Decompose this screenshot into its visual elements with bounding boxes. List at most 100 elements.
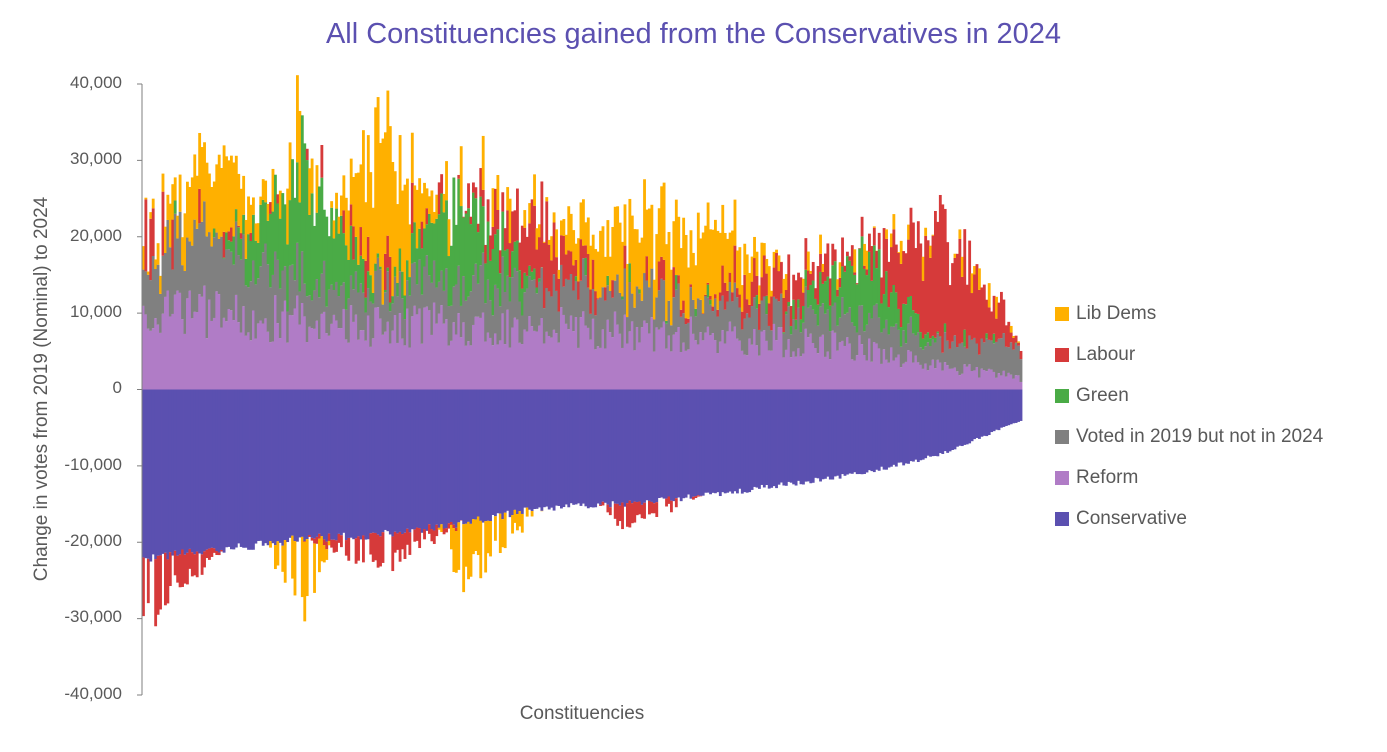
bar-segment (300, 536, 304, 598)
bar-segment (247, 389, 250, 550)
bar-segment (794, 389, 798, 486)
bar-segment (447, 256, 451, 307)
bar-segment (701, 313, 705, 315)
bar-segment (687, 389, 690, 495)
bar-segment (217, 552, 221, 556)
bar-segment (349, 225, 353, 276)
bar-segment (924, 334, 928, 347)
bar-segment (313, 543, 316, 593)
bar-segment (450, 305, 453, 341)
bar-segment (520, 315, 524, 345)
bar-segment (286, 389, 290, 543)
bar-segment (418, 228, 422, 260)
bar-segment (313, 538, 316, 544)
bar-segment (481, 189, 485, 207)
bar-segment (982, 342, 986, 371)
bar-segment (782, 357, 786, 390)
bar-segment (425, 306, 429, 390)
bar-segment (995, 341, 998, 378)
bar-segment (325, 306, 329, 334)
bar-segment (868, 312, 871, 339)
bar-segment (217, 238, 221, 295)
bar-segment (200, 147, 204, 222)
bar-segment (929, 389, 932, 457)
bar-segment (711, 306, 715, 312)
bar-segment (203, 201, 206, 286)
bar-segment (821, 389, 825, 480)
bar-segment (151, 389, 155, 555)
bar-segment (846, 251, 849, 257)
bar-segment (745, 355, 749, 390)
bar-segment (340, 389, 343, 536)
bar-segment (227, 240, 231, 250)
bar-segment (584, 222, 588, 246)
bar-segment (931, 335, 935, 340)
bar-segment (792, 389, 796, 485)
bar-segment (369, 533, 373, 555)
bar-segment (804, 269, 808, 287)
bar-segment (406, 528, 409, 545)
bar-segment (716, 389, 720, 493)
bar-segment (606, 389, 610, 505)
bar-segment (684, 234, 688, 319)
bar-segment (173, 550, 177, 576)
y-tick-label: 20,000 (70, 226, 122, 245)
bar-segment (205, 389, 209, 550)
bar-segment (234, 155, 238, 210)
bar-segment (278, 288, 282, 339)
bar-segment (173, 294, 177, 390)
bar-segment (613, 503, 617, 519)
bar-segment (586, 287, 590, 328)
bar-segment (215, 164, 219, 233)
bar-segment (1000, 291, 1003, 339)
bar-segment (452, 528, 456, 572)
bar-segment (890, 292, 893, 327)
bar-segment (875, 251, 879, 269)
bar-segment (894, 389, 898, 467)
bar-segment (366, 135, 370, 237)
bar-segment (1004, 325, 1008, 347)
bar-segment (498, 273, 502, 307)
bar-segment (325, 333, 329, 390)
bar-segment (418, 178, 422, 229)
bar-segment (193, 154, 197, 220)
bar-segment (337, 233, 341, 297)
bar-segment (393, 266, 397, 277)
bar-segment (550, 236, 554, 261)
bar-segment (963, 229, 967, 330)
y-tick-label: 30,000 (70, 149, 122, 168)
bar-segment (220, 327, 224, 390)
bar-segment (714, 389, 717, 494)
bar-segment (633, 389, 637, 502)
bar-segment (821, 334, 825, 390)
bar-segment (992, 343, 996, 372)
bar-segment (564, 254, 568, 279)
bar-segment (899, 240, 903, 264)
bar-segment (545, 331, 549, 390)
bar-segment (574, 259, 578, 277)
bar-segment (315, 320, 319, 390)
bar-segment (579, 280, 583, 318)
bar-segment (733, 326, 737, 390)
bar-segment (511, 389, 514, 516)
bar-segment (313, 290, 316, 329)
bar-segment (914, 313, 918, 336)
bar-segment (613, 311, 617, 390)
bar-segment (633, 501, 637, 523)
bar-segment (183, 270, 187, 334)
bar-segment (288, 200, 292, 266)
bar-segment (958, 375, 962, 390)
bar-segment (516, 514, 519, 531)
bar-segment (819, 306, 822, 337)
bar-segment (418, 389, 422, 529)
bar-segment (877, 232, 881, 250)
bar-segment (740, 285, 744, 312)
bar-segment (164, 389, 167, 553)
bar-segment (418, 308, 422, 390)
bar-segment (640, 300, 644, 328)
bar-segment (303, 316, 307, 390)
bar-segment (733, 245, 737, 283)
bar-segment (474, 187, 478, 199)
bar-segment (709, 389, 712, 495)
bar-segment (909, 207, 913, 296)
